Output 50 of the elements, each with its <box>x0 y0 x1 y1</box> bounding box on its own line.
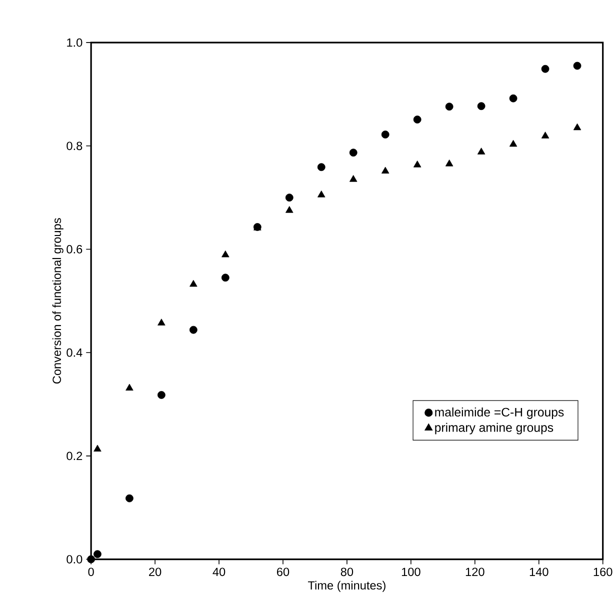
point <box>158 318 166 326</box>
point <box>126 384 134 390</box>
x-tick-label: 100 <box>402 568 420 576</box>
point <box>349 148 358 156</box>
point <box>157 390 166 399</box>
point <box>445 159 454 166</box>
point <box>285 194 294 202</box>
y-tick-label: 0.2 <box>66 452 82 460</box>
point <box>94 550 102 558</box>
y-axis-title: Conversion of functional groups <box>52 218 64 384</box>
x-tick-label: 140 <box>530 568 548 576</box>
point <box>413 160 422 168</box>
point <box>541 132 550 138</box>
y-tick-label: 0.4 <box>66 348 82 357</box>
y-tick-label: 0.6 <box>66 244 82 254</box>
y-tick-label: 0.8 <box>66 142 82 150</box>
point <box>413 116 422 124</box>
point <box>541 64 550 73</box>
y-tick-label: 1.0 <box>67 38 82 47</box>
x-tick-label: 60 <box>277 568 290 576</box>
point <box>477 148 486 154</box>
point <box>573 62 582 70</box>
point <box>445 102 454 110</box>
x-axis-title: Time (minutes) <box>308 580 386 592</box>
x-tick-label: 0 <box>88 568 94 576</box>
x-tick-label: 20 <box>149 568 162 576</box>
legend-label: primary amine groups <box>435 422 554 434</box>
point <box>381 130 390 138</box>
point <box>126 494 134 502</box>
x-tick-label: 160 <box>594 568 612 576</box>
x-tick-label: 40 <box>212 568 226 576</box>
point <box>189 326 198 334</box>
legend-label: maleimide =C-H groups <box>435 407 564 419</box>
point <box>94 444 102 452</box>
point <box>286 206 294 213</box>
point <box>87 555 96 564</box>
point <box>317 163 326 171</box>
point <box>509 94 518 102</box>
point <box>190 280 198 287</box>
x-tick-label: 120 <box>466 568 484 576</box>
point <box>381 166 390 174</box>
point <box>222 250 230 258</box>
point <box>349 174 358 182</box>
point <box>509 140 518 147</box>
point <box>221 274 230 282</box>
point <box>318 190 326 198</box>
point <box>573 123 582 130</box>
x-tick-label: 80 <box>340 568 354 576</box>
point <box>477 102 486 110</box>
y-tick-label: 0.0 <box>66 555 82 564</box>
